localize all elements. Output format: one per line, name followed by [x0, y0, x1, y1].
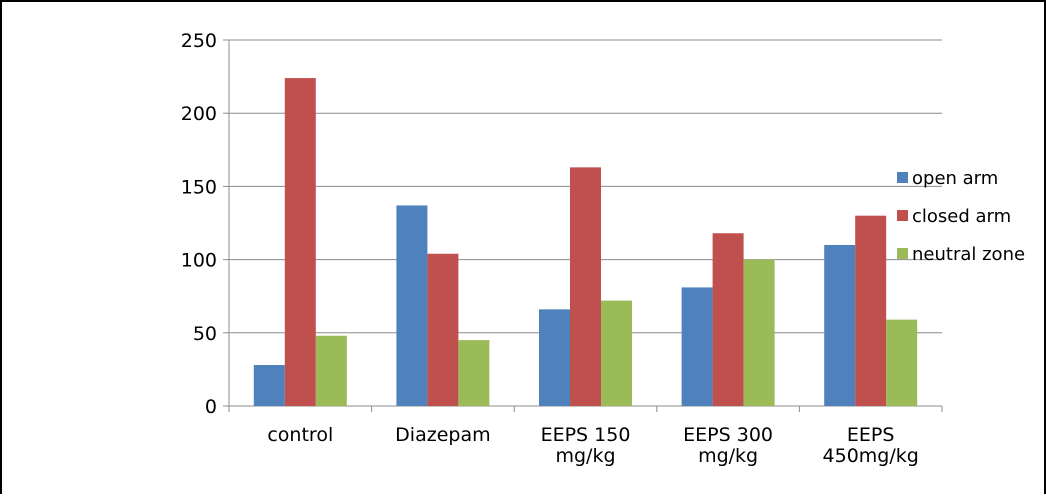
bar-closed-arm	[570, 167, 601, 406]
legend-swatch-neutral-zone	[897, 248, 908, 259]
bar-open-arm	[396, 205, 428, 406]
bar-neutral-zone	[743, 259, 775, 406]
bar-closed-arm	[284, 78, 316, 407]
x-tick-label: EEPS	[847, 424, 895, 446]
bar-open-arm	[539, 309, 570, 406]
x-tick-label: EEPS 150	[541, 424, 631, 446]
bar-open-arm	[253, 365, 285, 406]
bar-neutral-zone	[601, 300, 632, 406]
x-tick-label: 450mg/kg	[823, 445, 919, 467]
bar-neutral-zone	[315, 335, 347, 406]
legend-label-neutral-zone: neutral zone	[912, 244, 1025, 265]
y-tick-label: 50	[193, 323, 217, 345]
bar-open-arm	[681, 287, 713, 406]
y-tick-label: 100	[181, 250, 217, 272]
y-tick-label: 0	[205, 396, 217, 418]
bar-open-arm	[824, 244, 856, 406]
legend-swatch-open-arm	[897, 172, 908, 183]
bar-closed-arm	[855, 215, 887, 406]
bar-neutral-zone	[886, 319, 918, 406]
legend-label-open-arm: open arm	[912, 168, 998, 189]
legend-label-closed-arm: closed arm	[912, 206, 1011, 227]
y-tick-label: 250	[181, 30, 217, 52]
x-tick-label: mg/kg	[555, 445, 615, 467]
legend-swatch-closed-arm	[897, 210, 908, 221]
x-tick-label: EEPS 300	[683, 424, 773, 446]
y-tick-label: 150	[181, 176, 217, 198]
bar-closed-arm	[712, 233, 744, 406]
x-tick-label: control	[267, 424, 333, 446]
x-tick-label: Diazepam	[395, 424, 490, 446]
y-tick-label: 200	[181, 103, 217, 125]
bar-neutral-zone	[458, 340, 490, 406]
x-tick-label: mg/kg	[698, 445, 758, 467]
bar-closed-arm	[427, 253, 459, 406]
